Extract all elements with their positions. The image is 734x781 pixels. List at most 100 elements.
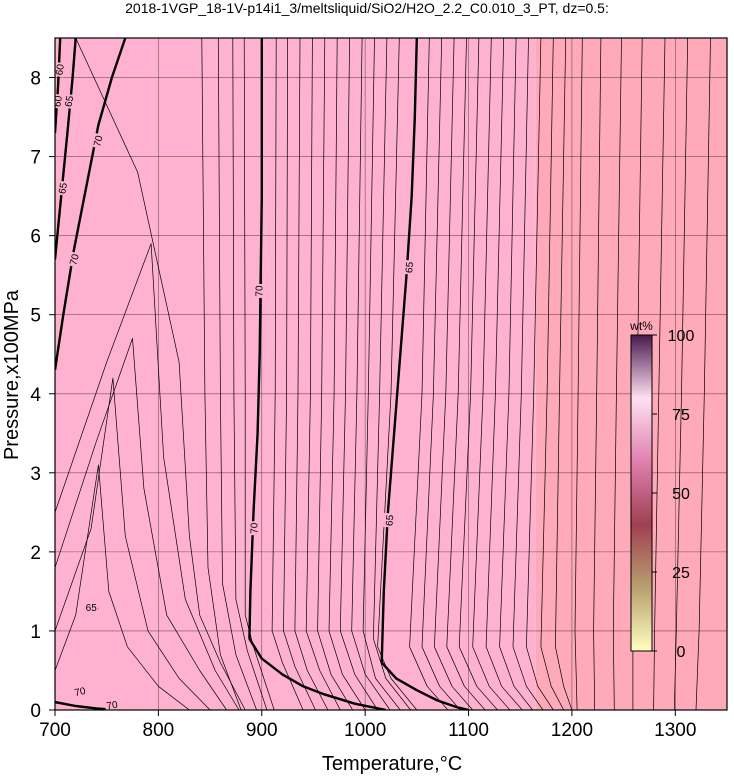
contour-label: 70 bbox=[65, 251, 82, 268]
x-axis: 700 800 900 1000 1100 1200 1300 bbox=[39, 710, 696, 741]
thin-contour bbox=[55, 464, 190, 710]
thin-contour bbox=[294, 38, 329, 710]
y-axis-label: Pressure,x100MPa bbox=[1, 289, 23, 460]
bold-contour-60 bbox=[55, 38, 62, 133]
contour-label-text: 70 bbox=[250, 522, 261, 534]
contour-label-text: 65 bbox=[63, 95, 76, 108]
thin-contour bbox=[373, 38, 411, 710]
colorbar-ramp bbox=[630, 334, 653, 652]
colorbar-tick-label: 75 bbox=[672, 407, 690, 424]
y-axis: 0 1 2 3 4 5 6 7 8 bbox=[30, 69, 55, 722]
colorbar-tick-label: 0 bbox=[677, 644, 686, 661]
thin-contour bbox=[283, 38, 316, 710]
contour-label-text: 70 bbox=[68, 253, 82, 267]
plot-frame bbox=[54, 37, 728, 711]
y-tick-label: 8 bbox=[30, 69, 41, 90]
contour-label-backing bbox=[65, 251, 82, 268]
contour-label-text: 65 bbox=[404, 261, 416, 273]
thin-contour bbox=[232, 38, 268, 710]
thin-contour bbox=[317, 38, 353, 710]
thin-contour bbox=[526, 38, 554, 710]
contour-label-text: 70 bbox=[92, 134, 106, 148]
thin-contour bbox=[421, 38, 461, 710]
thin-contour bbox=[217, 38, 257, 710]
thin-contour bbox=[377, 38, 418, 710]
thin-contour bbox=[485, 38, 523, 710]
thin-contour bbox=[55, 377, 211, 710]
contour-label: 65 bbox=[402, 259, 416, 275]
contour-label: 70 bbox=[103, 697, 120, 713]
thin-contour bbox=[362, 38, 401, 710]
contour-label-backing bbox=[61, 93, 76, 110]
y-tick-label: 4 bbox=[30, 385, 41, 406]
thin-contour bbox=[305, 38, 341, 710]
colorbar-tick-label: 25 bbox=[672, 565, 690, 582]
contour-label-backing bbox=[89, 132, 106, 150]
x-tick-label: 800 bbox=[143, 720, 175, 741]
contour-label: 65 bbox=[61, 93, 76, 110]
bold-contour-70 bbox=[55, 38, 127, 371]
thin-contour bbox=[55, 338, 227, 710]
thin-contour bbox=[472, 38, 511, 710]
y-tick-label: 1 bbox=[30, 622, 41, 643]
contour-labels: 7070656570706565606070707565 bbox=[52, 61, 416, 713]
colorbar-label: wt% bbox=[629, 319, 653, 333]
contour-label-backing bbox=[252, 284, 265, 298]
contour-label: 70 bbox=[247, 521, 261, 536]
thin-contour bbox=[201, 38, 242, 710]
contour-label-backing bbox=[103, 697, 120, 710]
y-tick-label: 3 bbox=[30, 464, 41, 485]
thin-contour bbox=[574, 38, 583, 710]
thin-contour bbox=[243, 38, 275, 710]
thin-contour bbox=[555, 38, 573, 710]
thin-contour bbox=[612, 38, 622, 710]
contour-label-text: 60 bbox=[52, 95, 65, 108]
contour-label-text: 70 bbox=[74, 686, 88, 699]
contour-label-text: 70 bbox=[255, 285, 266, 297]
thin-contour bbox=[673, 38, 689, 710]
contour-label-backing bbox=[247, 521, 260, 536]
colorbar-tick-label: 100 bbox=[668, 328, 695, 345]
contour-label-text: 70 bbox=[106, 700, 119, 713]
contour-label: 60 bbox=[54, 61, 67, 78]
thin-contour bbox=[328, 38, 366, 710]
contour-label-backing bbox=[55, 93, 65, 110]
thin-contour bbox=[351, 38, 391, 710]
colorbar-ticks: 0 25 50 75 100 bbox=[652, 328, 694, 661]
thin-contour bbox=[339, 38, 378, 710]
contour-label: 70 bbox=[71, 683, 88, 699]
y-tick-label: 7 bbox=[30, 148, 41, 169]
contour-label-text: 60 bbox=[54, 63, 67, 76]
thin-contour bbox=[499, 38, 533, 710]
x-tick-label: 1300 bbox=[654, 720, 696, 741]
bold-contour-65 bbox=[55, 38, 77, 260]
x-tick-label: 900 bbox=[246, 720, 278, 741]
x-tick-label: 1000 bbox=[344, 720, 386, 741]
contour-label-text: 65 bbox=[57, 182, 70, 195]
contour-label-backing bbox=[71, 683, 88, 699]
contour-label-backing bbox=[55, 180, 70, 197]
y-tick-label: 0 bbox=[30, 701, 41, 722]
contour-label: 65 bbox=[55, 180, 70, 197]
contour-label-backing bbox=[402, 259, 416, 275]
background-field bbox=[55, 38, 727, 710]
x-tick-label: 1100 bbox=[448, 720, 489, 741]
thin-contour bbox=[653, 38, 666, 710]
thin-contour bbox=[695, 38, 711, 710]
thin-contour bbox=[458, 38, 498, 710]
x-axis-label: Temperature,°C bbox=[322, 753, 462, 775]
thin-contour bbox=[75, 38, 246, 710]
thin-contour bbox=[446, 38, 486, 710]
chart-title: 2018-1VGP_18-1V-p14i1_3/meltsliquid/SiO2… bbox=[125, 0, 609, 16]
thin-contour bbox=[593, 38, 602, 710]
contour-label-text: 65 bbox=[384, 514, 396, 526]
contour-label: 70 bbox=[252, 284, 266, 298]
thin-contour bbox=[540, 38, 565, 710]
thin-contour bbox=[55, 243, 240, 710]
x-tick-label: 1200 bbox=[551, 720, 593, 741]
colorbar-tick-label: 50 bbox=[672, 486, 690, 503]
bold-contour-70 bbox=[248, 638, 387, 710]
y-tick-label: 5 bbox=[30, 306, 41, 327]
